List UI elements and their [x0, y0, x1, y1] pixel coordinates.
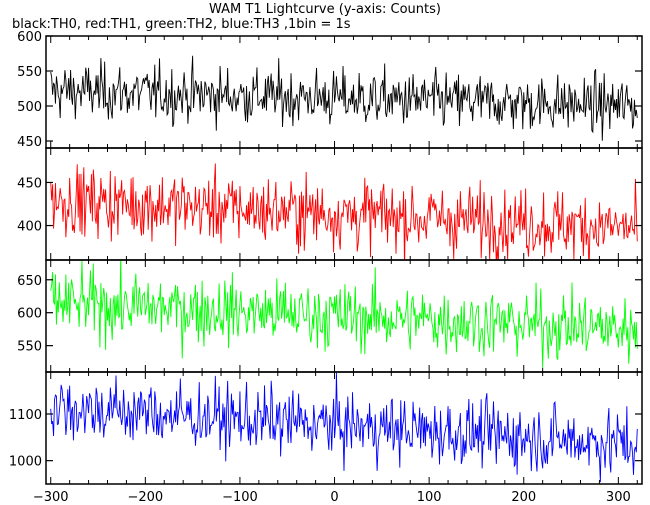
- series-line-th3: [50, 372, 638, 483]
- series-line-th2: [50, 260, 638, 368]
- y-tick-label: 450: [17, 135, 42, 150]
- y-tick-label: 450: [17, 176, 42, 191]
- x-tick-label: −200: [127, 490, 163, 505]
- panel-th0: 450 500 550 600: [17, 30, 643, 150]
- series-line-th0: [50, 55, 638, 141]
- x-tick-label: 100: [417, 490, 442, 505]
- y-tick-label: 600: [17, 30, 42, 45]
- panel-th1: 400 450: [17, 147, 643, 261]
- panel-frame: [45, 371, 643, 485]
- series-line-th1: [50, 163, 638, 260]
- chart-subtitle: black:TH0, red:TH1, green:TH2, blue:TH3 …: [12, 17, 351, 32]
- x-tick-label: 300: [606, 490, 631, 505]
- y-tick-label: 600: [17, 307, 42, 322]
- y-tick-label: 500: [17, 100, 42, 115]
- x-tick-label: 0: [330, 490, 338, 505]
- y-tick-label: 1100: [9, 408, 42, 423]
- x-tick-label: −300: [33, 490, 69, 505]
- panel-th3: 1000 1100 −300 −200 −100 0 100 200 300: [9, 371, 643, 505]
- y-tick-label: 550: [17, 65, 42, 80]
- y-tick-label: 400: [17, 220, 42, 235]
- y-tick-label: 1000: [9, 455, 42, 470]
- chart-title: WAM T1 Lightcurve (y-axis: Counts): [209, 2, 441, 17]
- x-tick-label: 200: [511, 490, 536, 505]
- panel-th2: 550 600 650: [17, 259, 643, 373]
- x-tick-label: −100: [222, 490, 258, 505]
- y-tick-label: 550: [17, 340, 42, 355]
- y-tick-label: 650: [17, 274, 42, 289]
